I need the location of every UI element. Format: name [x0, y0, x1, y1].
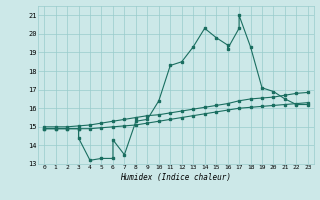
X-axis label: Humidex (Indice chaleur): Humidex (Indice chaleur) — [121, 173, 231, 182]
